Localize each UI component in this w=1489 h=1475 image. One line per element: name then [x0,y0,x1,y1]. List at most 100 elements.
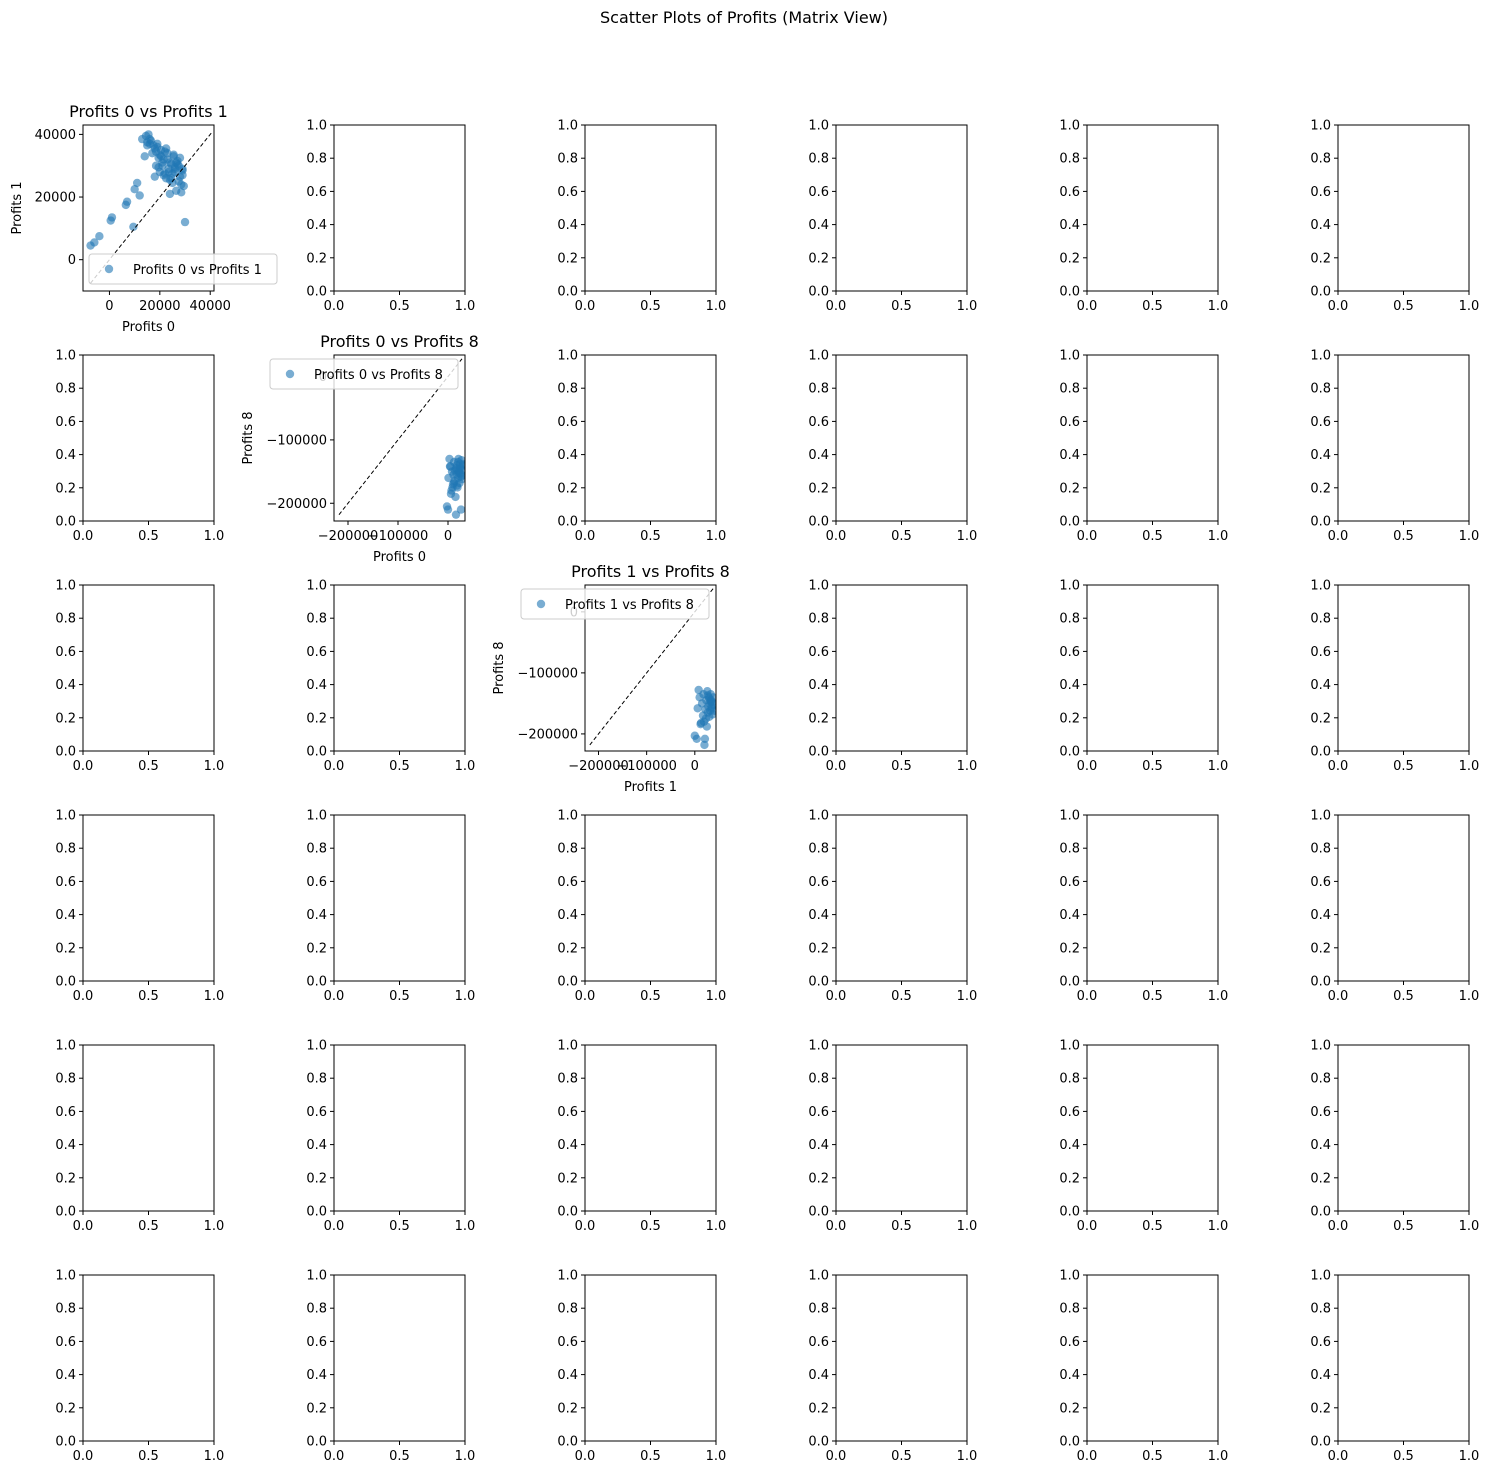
x-tick-label: 0.5 [138,989,159,1004]
scatter-point [445,462,455,471]
y-tick-label: 0.8 [306,1302,327,1317]
x-tick-label: 0.0 [1328,989,1349,1004]
empty-subplot: 0.0 0.5 1.0 0.0 0.2 0.4 0.6 0.8 1.0 [1059,119,1228,315]
legend-marker [104,264,114,274]
y-tick-label: 0.8 [557,152,578,167]
y-tick-label: −100000 [517,666,578,681]
y-tick-label: 1.0 [1310,1039,1331,1054]
scatter-point [178,170,187,180]
y-tick-label: 0.4 [1310,218,1331,233]
y-tick-label: 0.8 [1059,1072,1080,1087]
scatter-point [169,150,178,159]
scatter-point [456,505,465,514]
x-tick-label: −100000 [368,529,429,544]
x-tick-label: 1.0 [204,1219,225,1234]
y-tick-label: 0.6 [557,415,578,430]
y-tick-label: 0.0 [557,1435,578,1450]
x-tick-label: 0.5 [1142,1449,1163,1464]
y-tick-label: 0.8 [557,1072,578,1087]
y-tick-label: 0.2 [306,941,327,956]
y-tick-label: 0.4 [1059,218,1080,233]
y-tick-label: 0.0 [557,285,578,300]
scatter-point [161,144,171,153]
y-tick-label: 0.6 [55,645,76,660]
y-tick-label: 0.2 [55,1171,76,1186]
y-tick-label: 0.4 [808,448,829,463]
y-tick-label: 0.6 [1310,645,1331,660]
x-tick-label: 0.0 [826,1219,847,1234]
y-tick-label: 0.2 [808,941,829,956]
y-tick-label: 1.0 [55,579,76,594]
empty-subplot: 0.0 0.5 1.0 0.0 0.2 0.4 0.6 0.8 1.0 [808,349,977,545]
y-tick-label: 1.0 [55,1269,76,1284]
x-tick-label: −100000 [616,759,677,774]
x-tick-label: 1.0 [706,299,727,314]
x-tick-label: 1.0 [1208,1219,1229,1234]
y-axis-label: Profits 8 [241,411,256,464]
x-tick-label: 0.5 [389,299,410,314]
x-tick-label: 0.5 [1393,299,1414,314]
scatter-point [140,152,149,161]
x-tick-label: 0.5 [1393,529,1414,544]
y-tick-label: 0.8 [1059,152,1080,167]
x-tick-label: 1.0 [1208,299,1229,314]
plot-area [589,587,716,750]
scatter-point [132,178,142,188]
y-tick-label: 0.0 [306,1435,327,1450]
empty-subplot: 0.0 0.5 1.0 0.0 0.2 0.4 0.6 0.8 1.0 [306,809,475,1005]
scatter-point [135,191,144,200]
scatter-point [692,734,701,743]
x-tick-label: 0.0 [826,529,847,544]
y-tick-label: 0.0 [808,285,829,300]
y-tick-label: 0.6 [1059,185,1080,200]
y-tick-label: 0.8 [808,612,829,627]
empty-subplot: 0.0 0.5 1.0 0.0 0.2 0.4 0.6 0.8 1.0 [557,119,726,315]
legend-box [88,253,278,285]
x-tick-label: 1.0 [1459,1449,1480,1464]
y-tick-label: 0.6 [808,415,829,430]
x-tick-label: 0.5 [640,1219,661,1234]
empty-subplot: 0.0 0.5 1.0 0.0 0.2 0.4 0.6 0.8 1.0 [1059,1269,1228,1465]
x-tick-label: 0.5 [1142,989,1163,1004]
y-tick-label: 0.8 [1059,382,1080,397]
y-tick-label: 0.8 [55,842,76,857]
x-tick-label: 1.0 [1208,989,1229,1004]
scatter-point [700,734,710,743]
y-tick-label: 0.2 [808,711,829,726]
y-tick-label: 1.0 [55,809,76,824]
y-tick-label: 0.8 [808,382,829,397]
y-tick-label: 0.8 [1310,612,1331,627]
y-tick-label: 0.2 [306,1401,327,1416]
x-tick-label: −200000 [568,759,629,774]
y-tick-label: 0.8 [55,382,76,397]
scatter-point [165,189,175,199]
x-tick-label: 0.0 [1077,529,1098,544]
scatter-point [145,134,154,144]
x-axis-label: Profits 0 [122,320,175,335]
y-tick-label: 0.6 [808,1105,829,1120]
x-axis-label: Profits 1 [624,780,677,795]
y-tick-label: 0.2 [306,711,327,726]
y-tick-label: 0.4 [1059,1368,1080,1383]
y-tick-label: 0.8 [557,842,578,857]
y-tick-label: 0.0 [1059,745,1080,760]
y-tick-label: 0.2 [808,1401,829,1416]
y-tick-label: 0.4 [557,218,578,233]
y-tick-label: 0.0 [55,515,76,530]
y-tick-label: 1.0 [55,349,76,364]
empty-subplot: 0.0 0.5 1.0 0.0 0.2 0.4 0.6 0.8 1.0 [808,809,977,1005]
y-tick-label: 1.0 [808,579,829,594]
y-tick-label: 1.0 [557,349,578,364]
x-tick-label: 1.0 [1208,1449,1229,1464]
x-tick-label: 0.0 [826,989,847,1004]
x-tick-label: 0 [105,299,113,314]
legend-box [520,588,710,620]
subplot-grid: 0.0 0.5 1.00.00.20.40.60.81.00.0 0.5 1.00.00… [10,102,1479,1464]
y-tick-label: −200000 [266,497,327,512]
y-tick-label: 0.8 [1310,1302,1331,1317]
x-tick-label: 0.0 [1077,1449,1098,1464]
x-tick-label: 0.5 [1393,989,1414,1004]
x-tick-label: 1.0 [957,759,978,774]
empty-subplot: 0.0 0.5 1.0 0.0 0.2 0.4 0.6 0.8 1.0 [1059,349,1228,545]
